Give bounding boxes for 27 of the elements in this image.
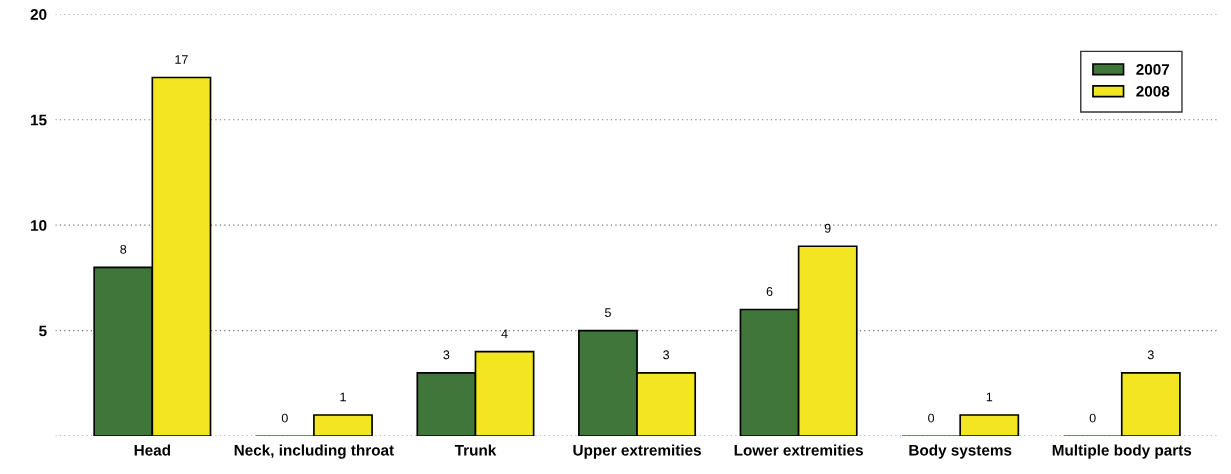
data-label: 4 — [501, 329, 508, 338]
data-label: 3 — [1147, 350, 1154, 360]
x-tick-label: Upper extremities — [573, 444, 701, 459]
x-tick-label: Neck, including throat — [234, 444, 394, 459]
data-label: 0 — [928, 413, 935, 423]
data-label: 0 — [1089, 413, 1096, 423]
legend-label: 2008 — [1136, 85, 1170, 97]
data-label: 8 — [120, 244, 127, 254]
data-label: 0 — [281, 413, 288, 423]
y-tick-label: 5 — [39, 325, 47, 337]
data-label: 3 — [663, 350, 670, 360]
y-tick-label: 10 — [31, 220, 47, 231]
data-label: 17 — [175, 55, 188, 64]
x-tick-label: Body systems — [909, 444, 1012, 459]
y-tick-label: 20 — [30, 9, 47, 20]
data-label: 5 — [604, 308, 611, 318]
x-tick-label: Lower extremities — [734, 444, 863, 456]
x-tick-label: Multiple body parts — [1052, 444, 1192, 459]
legend-label: 2007 — [1136, 64, 1170, 75]
data-label: 1 — [340, 392, 346, 402]
data-label: 6 — [766, 287, 773, 296]
data-label: 3 — [443, 350, 450, 360]
data-label: 9 — [824, 223, 831, 233]
x-tick-label: Head — [134, 444, 171, 456]
data-label: 1 — [986, 392, 993, 402]
x-tick-label: Trunk — [454, 444, 497, 456]
y-tick-label: 15 — [31, 114, 47, 126]
